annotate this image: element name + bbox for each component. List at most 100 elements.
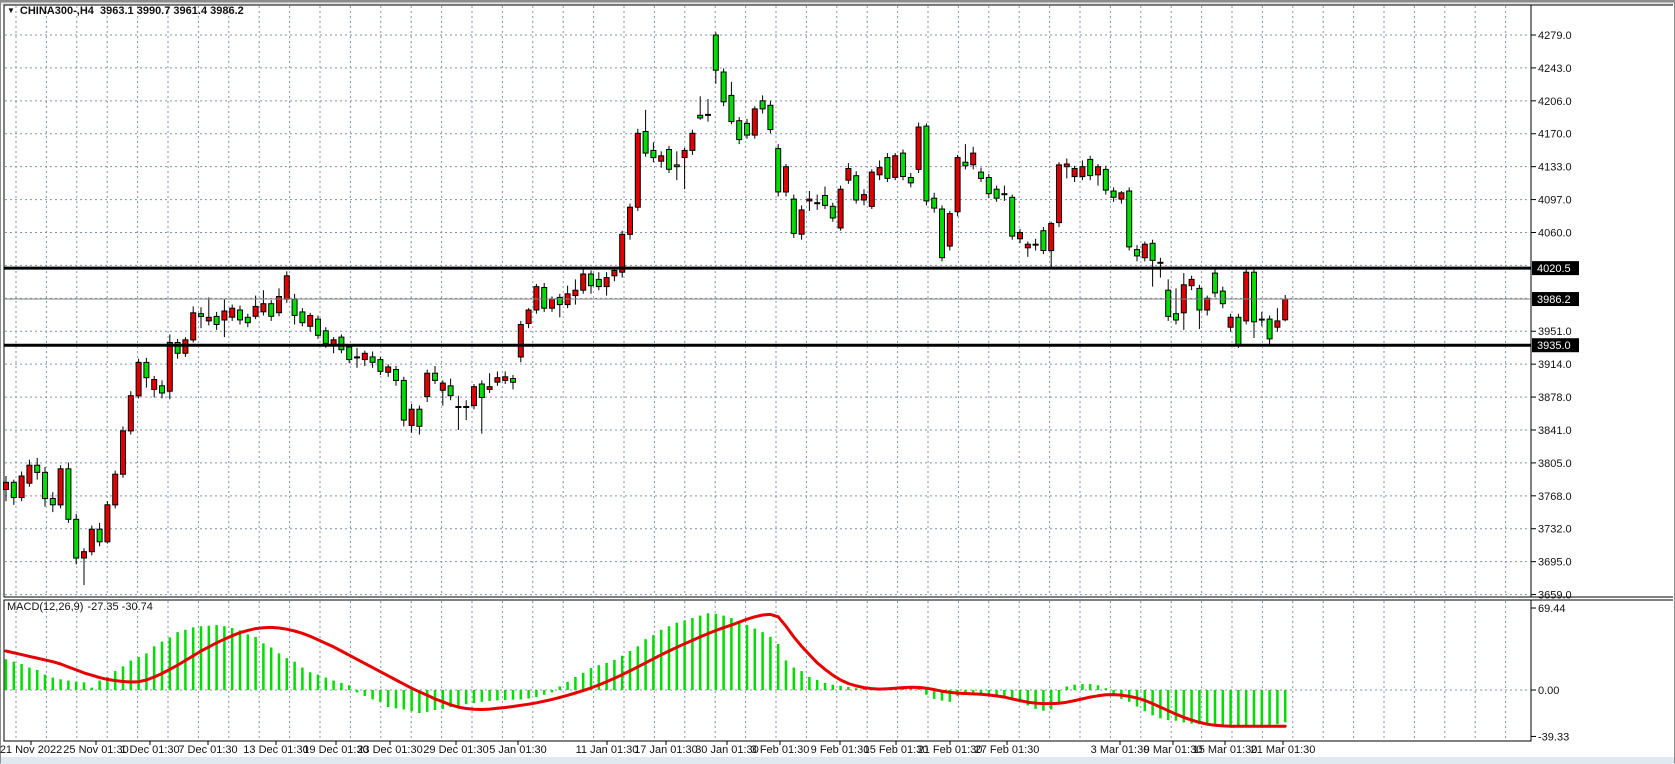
macd-histogram-bar (558, 686, 562, 690)
candle-bull (221, 310, 228, 321)
time-axis-label[interactable]: 13 Dec 01:30 (243, 744, 308, 756)
time-axis-label[interactable]: 21 Nov 2022 (0, 744, 62, 756)
candle-bear (510, 378, 516, 383)
candle-bear (322, 330, 329, 344)
macd-histogram-bar (277, 653, 281, 690)
candle-bear (315, 318, 321, 336)
candle-bull (127, 395, 134, 432)
candle-bear (416, 408, 423, 427)
candle-bull (307, 315, 314, 327)
time-axis-label[interactable]: 19 Dec 01:30 (303, 744, 368, 756)
macd-histogram-bar (1252, 690, 1256, 727)
time-axis-label[interactable]: 3 Feb 01:30 (751, 744, 810, 756)
macd-histogram-bar (1034, 690, 1037, 709)
time-axis-label[interactable]: 21 Feb 01:30 (918, 744, 983, 756)
time-axis-label[interactable]: 5 Jan 01:30 (489, 744, 547, 756)
macd-histogram-bar (511, 690, 515, 700)
macd-histogram-bar (698, 615, 702, 690)
candle-bull (1157, 261, 1164, 264)
window-top-edge2 (0, 2, 1675, 5)
time-axis-label[interactable]: 15 Feb 01:30 (864, 744, 929, 756)
candle-bull (1204, 297, 1211, 311)
candle-bull (619, 233, 626, 273)
macd-histogram-bar (176, 632, 179, 690)
macd-histogram-bar (386, 690, 390, 708)
candle-bull (806, 198, 813, 202)
candle-bear (962, 161, 969, 167)
time-axis-label[interactable]: 30 Jan 01:30 (695, 744, 759, 756)
macd-histogram-bar (589, 668, 593, 690)
candle-bear (393, 369, 399, 381)
candle-bear (767, 104, 774, 131)
macd-histogram-bar (191, 627, 195, 690)
time-axis-label[interactable]: 25 Nov 01:30 (63, 744, 128, 756)
candle-bear (790, 198, 797, 234)
macd-histogram-bar (1260, 690, 1264, 727)
candle-bull (861, 194, 867, 201)
candle-bear (291, 298, 298, 316)
candle-bear (744, 122, 750, 136)
macd-histogram-bar (932, 690, 936, 699)
time-axis-label[interactable]: 7 Dec 01:30 (178, 744, 237, 756)
candle-bear (1266, 318, 1273, 340)
candle-bear (993, 188, 1000, 199)
candle-bull (260, 303, 267, 313)
macd-histogram-bar (566, 681, 569, 690)
time-axis-label[interactable]: 23 Dec 01:30 (357, 744, 422, 756)
macd-histogram-bar (410, 690, 413, 712)
window-bottom-strip (0, 757, 1675, 764)
macd-histogram-bar (1073, 684, 1076, 690)
price-axis-label: 4097.0 (1538, 195, 1572, 207)
time-axis-label[interactable]: 9 Feb 01:30 (811, 744, 870, 756)
price-axis-label: 4243.0 (1538, 63, 1572, 75)
candle-bear (1219, 290, 1226, 305)
time-axis-label[interactable]: 15 Mar 01:30 (1193, 744, 1258, 756)
time-axis-label[interactable]: 3 Mar 01:30 (1091, 744, 1150, 756)
candle-bull (1141, 243, 1148, 259)
candle-bull (439, 382, 446, 391)
macd-histogram-bar (995, 690, 998, 696)
candle-bear (268, 303, 275, 317)
macd-histogram-bar (535, 690, 538, 698)
macd-histogram-bar (776, 643, 780, 690)
macd-histogram-bar (675, 622, 679, 690)
macd-histogram-bar (823, 682, 827, 690)
time-axis-label[interactable]: 21 Mar 01:30 (1251, 744, 1316, 756)
symbol-dropdown-icon[interactable]: ▼ (7, 6, 15, 15)
time-axis-label[interactable]: 29 Dec 01:30 (423, 744, 488, 756)
candle-bull (868, 171, 875, 207)
candle-bull (751, 108, 758, 136)
candle-bear (985, 177, 992, 195)
time-axis-label[interactable]: 11 Jan 01:30 (576, 744, 639, 756)
candle-bear (369, 356, 376, 363)
candle-bull (549, 298, 555, 309)
macd-histogram-bar (168, 637, 172, 690)
macd-histogram-bar (480, 690, 484, 702)
main-panel[interactable] (3, 4, 1532, 598)
candle-bull (205, 316, 212, 322)
macd-histogram-bar (262, 643, 265, 690)
candle-bear (697, 114, 704, 119)
candle-bull (486, 386, 493, 390)
candle-bear (884, 157, 891, 179)
candle-bear (346, 346, 353, 361)
candle-bull (424, 372, 431, 398)
macd-name: MACD(12,26,9) (7, 601, 84, 613)
macd-histogram-bar (246, 634, 250, 690)
macd-histogram-bar (269, 647, 273, 690)
time-axis-label[interactable]: 27 Feb 01:30 (975, 744, 1040, 756)
macd-histogram-bar (152, 646, 156, 690)
time-axis-label[interactable]: 9 Mar 01:30 (1144, 744, 1203, 756)
candle-bear (650, 149, 657, 159)
macd-histogram-bar (215, 625, 218, 690)
macd-histogram-bar (667, 626, 671, 690)
candle-bear (939, 208, 945, 259)
macd-histogram-bar (652, 635, 655, 690)
candle-bull (572, 289, 579, 297)
macd-histogram-bar (347, 685, 351, 690)
macd-histogram-bar (613, 659, 616, 690)
macd-histogram-bar (254, 636, 257, 690)
time-axis-label[interactable]: 1 Dec 01:30 (120, 744, 179, 756)
time-axis-label[interactable]: 17 Jan 01:30 (634, 744, 698, 756)
